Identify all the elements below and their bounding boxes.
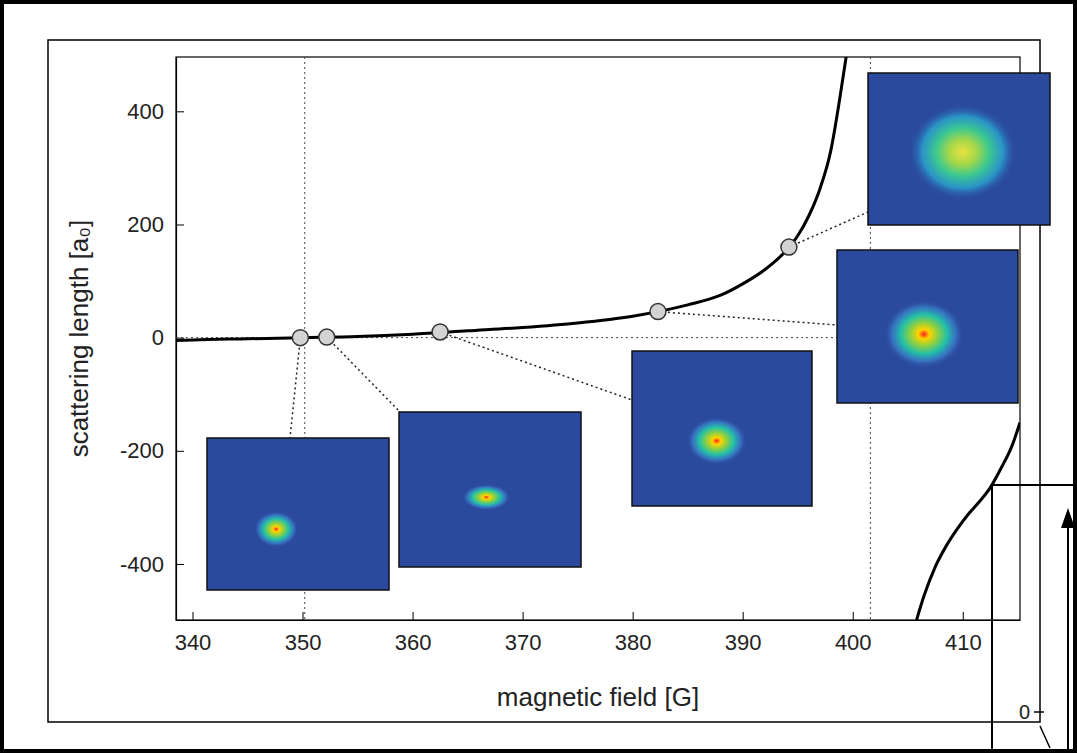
arrow-head	[1061, 508, 1075, 528]
tick-label: 380	[615, 630, 652, 655]
x-axis-title: magnetic field [G]	[497, 682, 699, 712]
leader-line	[327, 337, 400, 412]
y-axis-title: scattering length [a₀]	[64, 220, 94, 458]
tick-label: -400	[120, 552, 164, 577]
tick-mark	[413, 612, 414, 620]
panel-frame	[992, 485, 1077, 753]
absorption-image	[837, 250, 1018, 403]
panel-tick-label: 0	[1019, 701, 1030, 723]
data-point	[319, 329, 335, 345]
tick-label: 400	[127, 99, 164, 124]
tick-mark	[743, 612, 744, 620]
panel-tick	[1034, 711, 1044, 713]
tick: 400	[127, 99, 184, 124]
image-background	[837, 250, 1018, 403]
absorption-image	[207, 438, 389, 590]
x-axis: 340 350 360 370 380 390 400 410	[175, 612, 1021, 655]
image-background	[399, 412, 581, 567]
tick-mark	[303, 612, 304, 620]
tick: 360	[395, 612, 432, 655]
insets	[207, 73, 1050, 590]
tick: 350	[285, 612, 322, 655]
tick: -200	[120, 438, 184, 463]
atom-cloud	[687, 417, 747, 465]
tick-label: 370	[505, 630, 542, 655]
tick-mark	[633, 612, 634, 620]
cropped-panel: 0	[992, 485, 1077, 753]
tick-mark	[176, 224, 184, 225]
tick-label: 390	[725, 630, 762, 655]
tick: 400	[835, 612, 872, 655]
data-point	[432, 324, 448, 340]
tick: 380	[615, 612, 652, 655]
atom-cloud	[884, 300, 964, 368]
data-point	[781, 239, 797, 255]
leader-line	[789, 212, 868, 247]
absorption-image	[399, 412, 581, 567]
tick-mark	[193, 612, 194, 620]
tick-mark	[523, 612, 524, 620]
tick: 200	[127, 212, 184, 237]
tick-label: 0	[152, 325, 164, 350]
atom-cloud	[254, 511, 298, 547]
data-point	[650, 304, 666, 320]
tick-mark	[176, 451, 184, 452]
atom-cloud	[462, 484, 510, 510]
tick-label: 350	[285, 630, 322, 655]
tick-label: 340	[175, 630, 212, 655]
tick-mark	[176, 111, 184, 112]
tick: 0	[152, 325, 184, 350]
tick-label: 410	[945, 630, 982, 655]
tick-label: 200	[127, 212, 164, 237]
leader-line	[290, 338, 300, 438]
image-background	[868, 73, 1050, 225]
tick-label: 400	[835, 630, 872, 655]
absorption-image	[632, 351, 812, 506]
leader-line	[440, 332, 632, 400]
atom-cloud	[909, 104, 1017, 200]
tick-mark	[176, 564, 184, 565]
points	[292, 239, 797, 346]
data-point	[292, 330, 308, 346]
tick: -400	[120, 552, 184, 577]
tick-mark	[853, 612, 854, 620]
image-background	[632, 351, 812, 506]
tick: 340	[175, 612, 212, 655]
absorption-image	[868, 73, 1050, 225]
outer-frame	[2, 2, 1075, 751]
chart: 340 350 360 370 380 390 400 410 -400 -200 0 200 400 m…	[0, 0, 1077, 753]
tick: 370	[505, 612, 542, 655]
leader-line	[658, 312, 837, 325]
arrow-shaft	[1067, 520, 1069, 753]
panel-curve	[1040, 726, 1050, 748]
y-axis: -400 -200 0 200 400	[120, 58, 184, 621]
tick: 410	[945, 612, 982, 655]
axis-line	[177, 620, 1021, 621]
image-background	[207, 438, 389, 590]
tick-label: 360	[395, 630, 432, 655]
tick-mark	[963, 612, 964, 620]
tick: 390	[725, 612, 762, 655]
tick-label: -200	[120, 438, 164, 463]
